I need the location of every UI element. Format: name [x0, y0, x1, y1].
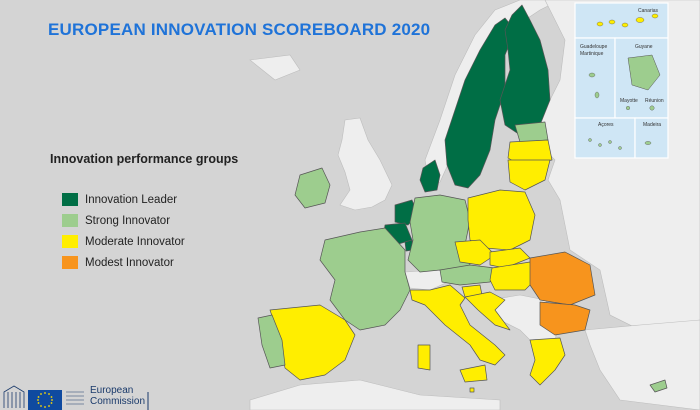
country-iceland — [249, 54, 301, 81]
country-bulgaria — [539, 301, 591, 336]
country-czechia — [454, 239, 496, 266]
country-ireland — [294, 167, 331, 209]
inset-label-mayotte: Mayotte — [620, 98, 638, 104]
country-poland — [467, 189, 536, 251]
legend-swatch — [62, 193, 78, 206]
legend-label: Strong Innovator — [85, 214, 171, 227]
inset-label-guyane: Guyane — [635, 44, 653, 50]
country-cyprus — [649, 379, 668, 393]
inset-panel — [574, 2, 669, 159]
inset-label-reunion: Réunion — [645, 98, 664, 104]
inset-label-madeira: Madeira — [643, 122, 662, 128]
legend-label: Moderate Innovator — [85, 235, 185, 248]
inset-label-guadeloupe: Guadeloupe — [580, 44, 608, 50]
legend-item-innovation-leader: Innovation Leader — [62, 189, 185, 210]
legend-swatch — [62, 235, 78, 248]
logo-text: European Commission — [90, 385, 145, 407]
country-italy-sardinia — [417, 344, 431, 371]
inset-label-canarias: Canarias — [638, 8, 659, 14]
country-austria — [439, 264, 496, 286]
country-uk — [337, 117, 393, 211]
country-slovakia — [489, 247, 531, 269]
country-italy — [409, 284, 506, 366]
inset-label-acores: Açores — [598, 122, 614, 128]
country-croatia — [464, 291, 511, 331]
country-north-africa — [249, 379, 501, 410]
country-finland — [499, 4, 551, 136]
country-portugal — [257, 314, 286, 369]
legend-item-moderate-innovator: Moderate Innovator — [62, 231, 185, 252]
country-lithuania — [507, 159, 551, 191]
logo-line-1: European — [90, 385, 134, 396]
country-greece — [529, 337, 566, 386]
country-romania — [529, 251, 596, 306]
legend-swatch — [62, 214, 78, 227]
country-italy-sicily — [459, 364, 488, 383]
country-france — [319, 227, 411, 331]
country-estonia — [514, 121, 549, 143]
legend-label: Innovation Leader — [85, 193, 178, 206]
inset-label-martinique: Martinique — [580, 51, 604, 57]
european-commission-logo — [3, 385, 149, 410]
country-turkey — [584, 319, 700, 410]
logo-line-2: Commission — [90, 396, 146, 407]
country-malta — [469, 387, 475, 393]
legend-item-modest-innovator: Modest Innovator — [62, 252, 185, 273]
country-germany — [407, 194, 471, 276]
legend-title: Innovation performance groups — [50, 152, 239, 166]
legend: Innovation Leader Strong Innovator Moder… — [62, 189, 185, 273]
eu-countries — [257, 4, 668, 393]
country-denmark — [419, 159, 441, 193]
legend-label: Modest Innovator — [85, 256, 174, 269]
legend-item-strong-innovator: Strong Innovator — [62, 210, 185, 231]
page-title: EUROPEAN INNOVATION SCOREBOARD 2020 — [48, 20, 431, 39]
legend-swatch — [62, 256, 78, 269]
